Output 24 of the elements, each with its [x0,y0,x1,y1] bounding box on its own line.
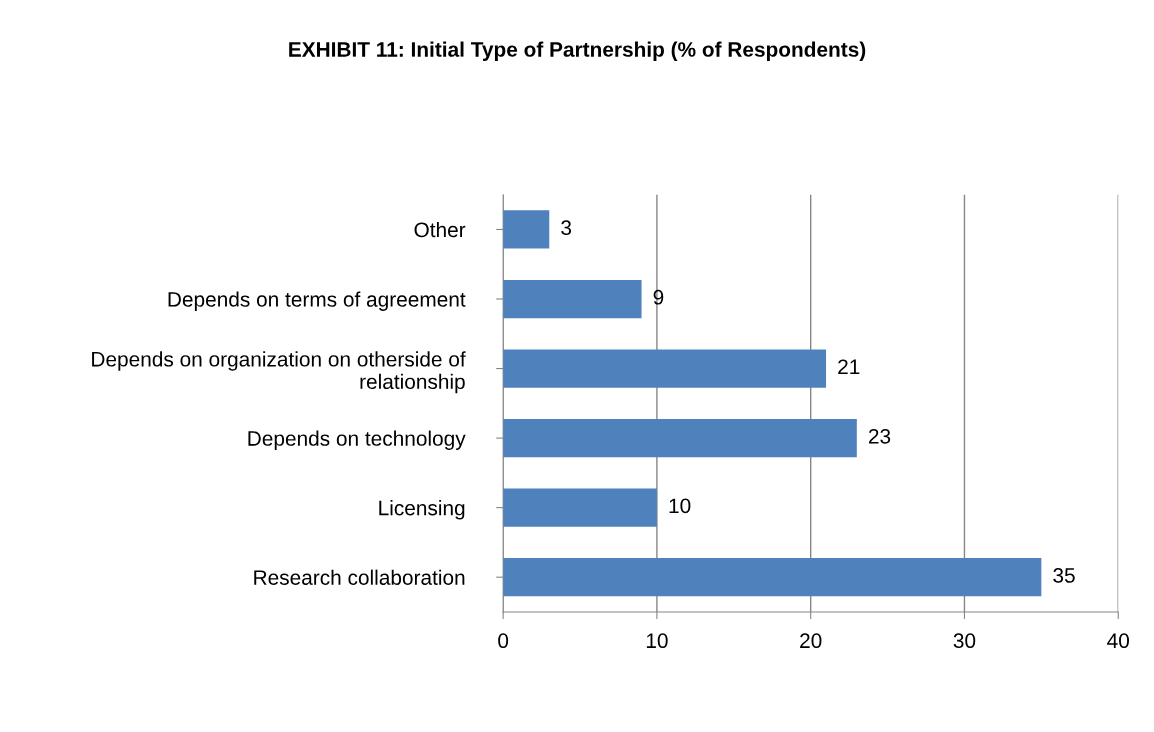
bar [503,558,1042,597]
data-label: 3 [561,220,572,236]
data-label: 10 [669,498,691,514]
bar [503,349,827,388]
x-tick-label: 20 [800,633,822,649]
data-label: 21 [838,359,860,374]
bar [503,418,857,458]
x-tick-label: 30 [953,633,976,649]
y-tick-label: Other [414,221,466,238]
y-tick-label: Depends on organization on otherside of relationship [92,351,466,394]
y-tick-label: Research collaboration [254,569,465,585]
y-tick-label: Depends on technology [248,430,466,450]
x-tick-label: 0 [498,633,509,649]
x-tick-label: 10 [646,633,668,649]
bar [503,279,642,319]
data-label: 23 [868,428,891,444]
data-label: 35 [1053,568,1075,583]
y-tick-label: Licensing [379,500,465,520]
x-tick-label: 40 [1107,633,1129,649]
bar [503,488,657,527]
chart-title: EXHIBIT 11: Initial Type of Partnership (% of Respondents) [289,41,866,61]
data-label: 9 [653,289,664,305]
y-tick-label: Depends on terms of agreement [168,291,466,311]
bar [503,210,550,249]
